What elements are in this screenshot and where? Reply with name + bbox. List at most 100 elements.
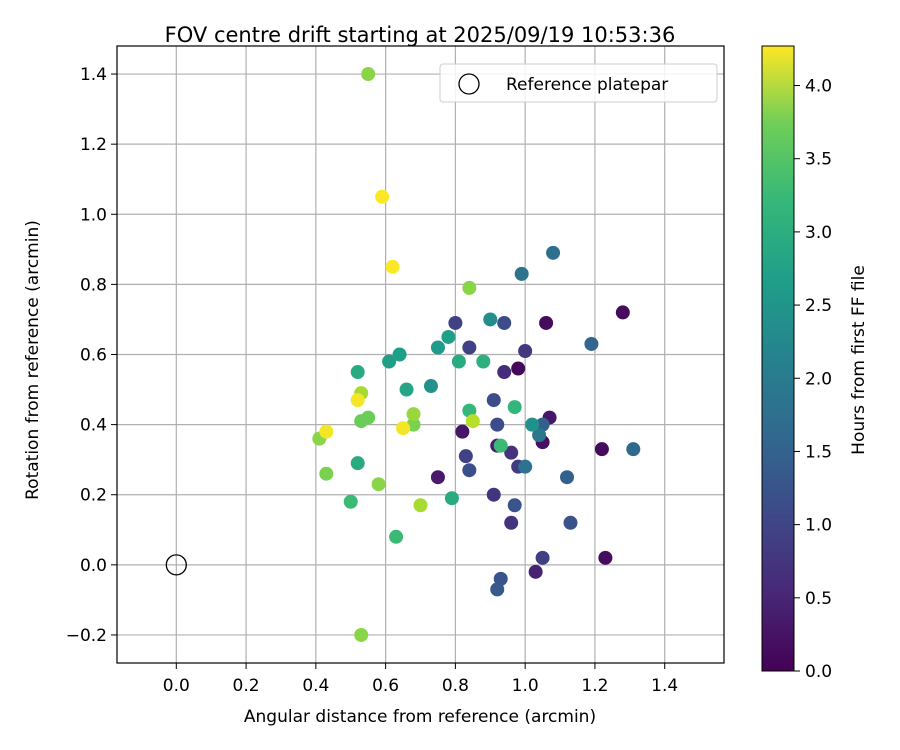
data-point [430,340,445,355]
colorbar-tick-label: 0.0 [805,662,832,682]
data-point [319,424,334,439]
chart-title: FOV centre drift starting at 2025/09/19 … [165,23,676,47]
y-tick-label: 1.0 [80,205,107,225]
data-point [615,305,630,320]
y-axis-ticks: −0.2 0.0 0.2 0.4 0.6 0.8 1.0 1.2 1.4 [66,65,117,646]
data-point [441,329,456,344]
colorbar-tick-label: 3.0 [805,223,832,243]
data-point [560,470,575,485]
y-tick-label: 0.6 [80,346,107,366]
data-point [490,417,505,432]
y-tick-label: 1.2 [80,135,107,155]
data-point [528,564,543,579]
x-tick-label: 1.4 [651,676,678,696]
data-point [462,463,477,478]
data-point [413,498,428,513]
data-point [444,491,459,506]
colorbar-tick-label: 1.0 [805,516,832,536]
data-point [396,421,411,436]
data-point [507,400,522,415]
data-point [406,407,421,422]
data-point [354,627,369,642]
data-point [389,529,404,544]
data-point [511,361,526,376]
data-point [361,67,376,82]
y-tick-label: −0.2 [66,626,107,646]
colorbar-tick-label: 4.0 [805,77,832,97]
colorbar-tick-label: 1.5 [805,442,832,462]
data-point [375,189,390,204]
x-tick-label: 0.4 [302,676,329,696]
data-point [504,515,519,530]
data-point [486,487,501,502]
y-axis-label: Rotation from reference (arcmin) [23,220,43,500]
data-point [343,494,358,509]
data-point [493,438,508,453]
data-point [497,315,512,330]
data-point [486,393,501,408]
data-point [532,428,547,443]
x-tick-label: 0.2 [233,676,260,696]
colorbar-ticks: 0.0 0.5 1.0 1.5 2.0 2.5 3.0 3.5 4.0 [794,77,832,682]
data-point [399,382,414,397]
data-point [361,410,376,425]
legend-marker [458,73,480,95]
data-point [423,379,438,394]
y-tick-label: 0.4 [80,416,107,436]
colorbar-tick-label: 0.5 [805,589,832,609]
data-point [476,354,491,369]
legend: Reference platepar [439,63,718,103]
data-point [507,498,522,513]
data-point [504,445,519,460]
data-point [465,414,480,429]
x-tick-label: 0.6 [372,676,399,696]
x-tick-label: 1.0 [512,676,539,696]
y-tick-label: 0.0 [80,556,107,576]
x-tick-label: 0.0 [163,676,190,696]
data-point [535,417,550,432]
data-point [497,365,512,380]
legend-box [439,63,718,103]
data-point [493,571,508,586]
y-tick-label: 0.8 [80,275,107,295]
data-point [546,245,561,260]
data-point [594,442,609,457]
y-tick-label: 0.2 [80,486,107,506]
colorbar-tick-label: 2.0 [805,369,832,389]
data-point [448,315,463,330]
data-point [385,259,400,274]
data-point [539,315,554,330]
colorbar-label: Hours from first FF file [849,265,869,455]
data-point [371,477,386,492]
x-tick-label: 0.8 [442,676,469,696]
colorbar-tick-label: 2.5 [805,296,832,316]
data-point [350,456,365,471]
data-point [462,340,477,355]
data-point [462,280,477,295]
data-point [518,343,533,358]
data-point [392,347,407,362]
grid-lines [117,46,724,663]
data-point [430,470,445,485]
data-points [312,67,641,642]
x-axis-ticks: 0.0 0.2 0.4 0.6 0.8 1.0 1.2 1.4 [163,663,678,696]
data-point [514,266,529,281]
data-point [350,393,365,408]
legend-label: Reference platepar [506,75,668,95]
data-point [483,312,498,327]
data-point [598,550,613,565]
data-point [451,354,466,369]
y-tick-label: 1.4 [80,65,107,85]
colorbar-tick-label: 3.5 [805,150,832,170]
data-point [458,449,473,464]
data-point [350,365,365,380]
data-point [490,582,505,597]
x-tick-label: 1.2 [581,676,608,696]
data-point [563,515,578,530]
data-point [626,442,641,457]
data-point [319,466,334,481]
data-point [525,417,540,432]
data-point [584,336,599,351]
data-point [535,550,550,565]
colorbar: 0.0 0.5 1.0 1.5 2.0 2.5 3.0 3.5 4.0 Hours from f… [761,45,869,682]
